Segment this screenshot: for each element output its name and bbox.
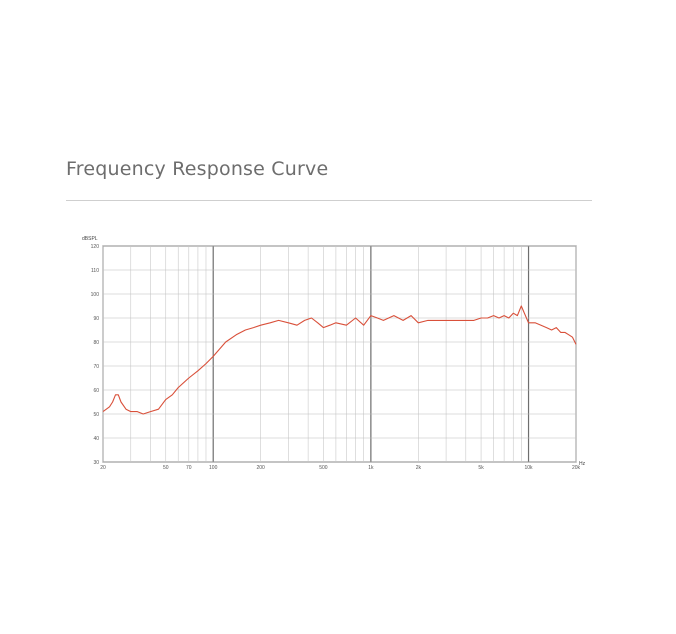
y-tick-label: 70 <box>93 364 99 370</box>
x-tick-label: 500 <box>319 465 328 471</box>
x-tick-label: 1k <box>368 465 374 471</box>
chart-tick-labels: 30 40 50 60 70 80 90 100 110 120 20 50 70 100 200 500 1k… <box>91 244 581 471</box>
y-tick-label: 100 <box>91 292 100 298</box>
x-tick-label: 20k <box>572 465 581 471</box>
y-axis-unit-label: dBSPL <box>82 236 98 242</box>
chart-series <box>102 305 577 415</box>
chart-grid <box>102 245 577 463</box>
page-heading: Frequency Response Curve <box>66 158 329 180</box>
y-tick-label: 50 <box>93 412 99 418</box>
x-tick-label: 70 <box>186 465 192 471</box>
plot-frame <box>102 245 577 463</box>
x-tick-label: 20 <box>100 465 106 471</box>
x-tick-label: 2k <box>416 465 422 471</box>
y-tick-label: 110 <box>91 268 99 274</box>
heading-divider <box>66 200 592 201</box>
x-tick-label: 100 <box>209 465 218 471</box>
x-tick-label: 5k <box>478 465 484 471</box>
x-tick-label: 200 <box>256 465 265 471</box>
y-tick-label: 40 <box>93 436 99 442</box>
y-tick-label: 120 <box>91 244 100 250</box>
x-tick-label: 50 <box>163 465 169 471</box>
y-tick-label: 60 <box>93 388 99 394</box>
y-tick-label: 30 <box>93 460 99 466</box>
y-tick-label: 90 <box>93 316 99 322</box>
x-tick-label: 10k <box>525 465 534 471</box>
x-axis-unit-label: Hz <box>579 461 586 467</box>
series-line <box>102 305 577 415</box>
y-tick-label: 80 <box>93 340 99 346</box>
